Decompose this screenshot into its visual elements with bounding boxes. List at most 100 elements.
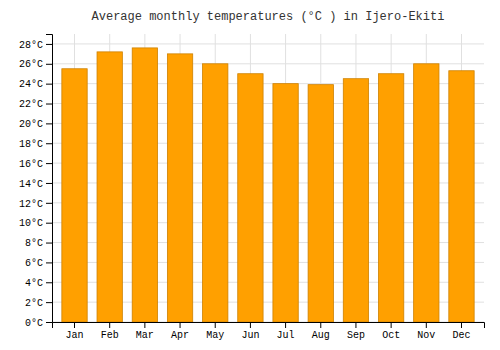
y-tick-label: 6°C (25, 258, 43, 269)
x-tick: Sep (347, 322, 365, 341)
y-tick: 16°C (19, 159, 52, 170)
bars (62, 48, 474, 322)
y-tick-label: 26°C (19, 59, 43, 70)
x-tick-label: Dec (452, 330, 470, 341)
x-tick: Nov (417, 322, 435, 341)
y-tick: 22°C (19, 99, 52, 110)
x-tick-mark (215, 322, 216, 328)
y-tick-label: 10°C (19, 218, 43, 229)
y-tick: 12°C (19, 199, 52, 210)
x-tick-label: Apr (171, 330, 189, 341)
y-tick-mark (46, 223, 52, 224)
x-tick-mark (144, 322, 145, 328)
x-tick-label: May (206, 330, 224, 341)
x-tick-mark (180, 322, 181, 328)
x-tick-mark (250, 322, 251, 328)
y-tick-mark (46, 322, 52, 323)
x-axis: Jan Feb Mar Apr May Jun Jul Aug Sep Oct Nov Dec (53, 322, 485, 341)
x-tick-mark (285, 322, 286, 328)
y-tick-label: 12°C (19, 199, 43, 210)
y-tick-mark (46, 243, 52, 244)
plot-area: 0°C 2°C 4°C 6°C 8°C 10°C 12°C 14°C 16°C 18°C 20°C 2… (19, 34, 485, 341)
y-tick-label: 8°C (25, 238, 43, 249)
x-tick-label: Jun (241, 330, 259, 341)
y-tick: 2°C (25, 298, 52, 309)
y-tick: 26°C (19, 59, 52, 70)
y-tick-mark (46, 282, 52, 283)
bar (378, 74, 403, 322)
chart: 0°C 2°C 4°C 6°C 8°C 10°C 12°C 14°C 16°C 18°C 20°C 2… (0, 0, 500, 350)
bar (449, 71, 474, 322)
y-tick-mark (46, 143, 52, 144)
x-tick: May (206, 322, 224, 341)
y-tick: 0°C (25, 318, 52, 329)
grid (52, 34, 484, 322)
x-tick-label: Jan (66, 330, 84, 341)
title: Average monthly temperatures (°C ) in Ij… (92, 10, 445, 24)
x-tick: Jul (277, 322, 295, 341)
y-tick-label: 24°C (19, 79, 43, 90)
x-tick-label: Mar (136, 330, 154, 341)
y-tick-label: 4°C (25, 278, 43, 289)
y-tick-label: 14°C (19, 179, 43, 190)
x-tick: Jan (66, 322, 84, 341)
x-tick-mark (74, 322, 75, 328)
grid-line (52, 43, 484, 44)
bar (62, 69, 87, 322)
y-tick-mark (46, 104, 52, 105)
y-tick-mark (46, 183, 52, 184)
y-tick-label: 0°C (25, 318, 43, 329)
x-tick-label: Feb (101, 330, 119, 341)
bar (132, 48, 157, 322)
y-tick-mark (46, 123, 52, 124)
x-tick-label: Jul (277, 330, 295, 341)
x-tick: Oct (382, 322, 400, 341)
bar (203, 64, 228, 322)
bar (167, 54, 192, 322)
y-tick: 28°C (19, 40, 52, 51)
bar (414, 64, 439, 322)
y-tick-label: 28°C (19, 40, 43, 51)
y-tick-mark (46, 64, 52, 65)
bar (273, 84, 298, 322)
x-tick: Apr (171, 322, 189, 341)
y-tick: 20°C (19, 119, 52, 130)
x-tick-label: Nov (417, 330, 435, 341)
x-tick-label: Sep (347, 330, 365, 341)
bar (343, 79, 368, 322)
x-tick-mark (461, 322, 462, 328)
y-tick-label: 20°C (19, 119, 43, 130)
x-tick: Dec (452, 322, 470, 341)
x-tick-mark (391, 322, 392, 328)
x-tick-mark (109, 322, 110, 328)
y-axis-line (46, 35, 53, 323)
y-tick: 6°C (25, 258, 52, 269)
y-tick: 24°C (19, 79, 52, 90)
y-tick-label: 18°C (19, 139, 43, 150)
y-tick-mark (46, 163, 52, 164)
x-tick: Jun (241, 322, 259, 341)
y-tick: 4°C (25, 278, 52, 289)
x-tick: Feb (101, 322, 119, 341)
bar (238, 74, 263, 322)
y-tick-mark (46, 203, 52, 204)
x-tick-label: Oct (382, 330, 400, 341)
y-tick-label: 2°C (25, 298, 43, 309)
y-tick-label: 16°C (19, 159, 43, 170)
x-tick-mark (426, 322, 427, 328)
x-tick: Mar (136, 322, 154, 341)
y-tick: 10°C (19, 218, 52, 229)
y-tick-label: 22°C (19, 99, 43, 110)
y-tick-mark (46, 302, 52, 303)
x-tick: Aug (312, 322, 330, 341)
x-tick-mark (320, 322, 321, 328)
y-tick: 14°C (19, 179, 52, 190)
x-axis-line (53, 323, 485, 329)
y-tick-mark (46, 84, 52, 85)
x-tick-label: Aug (312, 330, 330, 341)
y-tick: 18°C (19, 139, 52, 150)
y-tick: 8°C (25, 238, 52, 249)
bar (97, 52, 122, 322)
bar (308, 85, 333, 322)
y-axis: 0°C 2°C 4°C 6°C 8°C 10°C 12°C 14°C 16°C 18°C 20°C 2… (19, 35, 53, 329)
